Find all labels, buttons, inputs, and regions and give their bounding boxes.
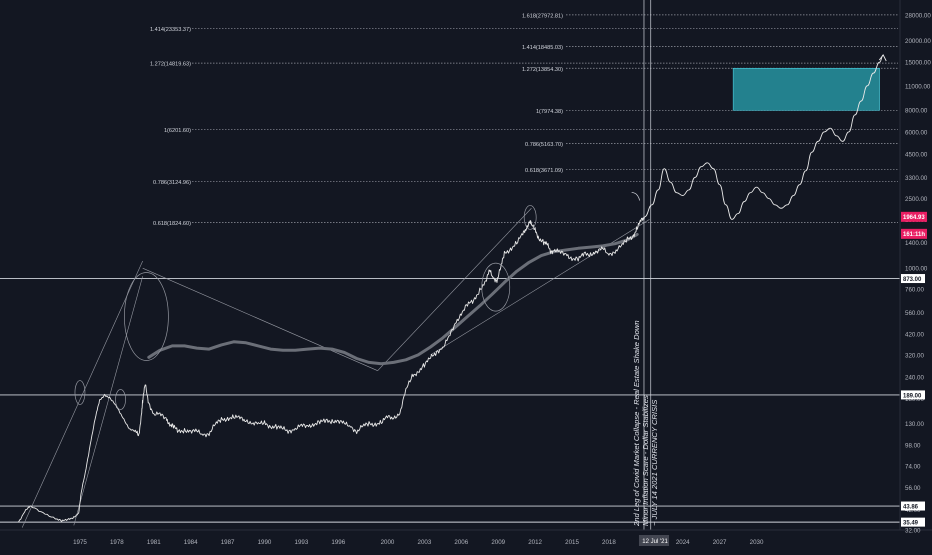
highlight-circle <box>74 380 86 405</box>
fib-level-label: 1(7974.38) <box>536 109 563 115</box>
price-badge-label: 1964.93 <box>903 215 925 221</box>
price-line <box>18 216 646 523</box>
trendline <box>377 208 532 371</box>
y-tick-label: 240.00 <box>905 374 924 381</box>
y-tick-label: 98.00 <box>905 442 921 449</box>
x-tick-label: 2003 <box>418 539 432 546</box>
y-tick-label: 2500.00 <box>905 196 928 203</box>
fib-level-label: 1(6201.60) <box>164 128 191 134</box>
support-badge <box>901 390 925 400</box>
support-badge <box>901 274 925 284</box>
highlight-circle <box>115 389 126 410</box>
x-tick-label: 1993 <box>295 539 309 546</box>
x-tick-label: 2000 <box>381 539 395 546</box>
y-tick-label: 3300.00 <box>905 175 928 182</box>
fib-level-label: 1.414(23353.37) <box>150 27 191 33</box>
x-tick-label: 2009 <box>491 539 505 546</box>
fib-level-label: 0.618(3671.09) <box>525 168 563 174</box>
fib-level-label: 0.786(5163.70) <box>525 142 563 148</box>
time-cursor-badge <box>641 535 670 546</box>
fib-level-label: 0.786(3124.96) <box>153 180 191 186</box>
y-tick-label: 180.00 <box>905 396 924 403</box>
x-tick-label: 2006 <box>454 539 468 546</box>
time-cursor-label: 12 Jul '21 <box>642 539 668 545</box>
support-badge-label: 43.86 <box>903 504 919 510</box>
trendline <box>430 219 650 356</box>
price-badge <box>901 211 927 222</box>
fib-level-label: 1.414(18485.03) <box>522 45 563 51</box>
target-box <box>732 67 880 111</box>
y-tick-label: 56.00 <box>905 485 921 492</box>
trendline <box>73 276 143 526</box>
y-tick-label: 20000.00 <box>905 38 931 45</box>
x-tick-label: 2030 <box>750 539 764 546</box>
annotation-text: ~ JULY 14 2021 CURRENCY CRISIS <box>650 400 659 526</box>
support-badge-label: 873.00 <box>903 277 922 283</box>
y-tick-label: 560.00 <box>905 310 924 317</box>
y-tick-label: 32.00 <box>905 528 921 535</box>
highlight-circle <box>523 205 537 230</box>
x-tick-label: 1981 <box>147 539 161 546</box>
annotation-text: 2nd Leg of Covid Market Collapse - Real … <box>632 320 641 527</box>
fib-level-label: 1.272(14819.63) <box>150 62 191 68</box>
highlight-circle <box>124 272 169 361</box>
y-tick-label: 8000.00 <box>905 108 928 115</box>
x-tick-label: 2027 <box>713 539 727 546</box>
y-tick-label: 4500.00 <box>905 151 928 158</box>
trendline <box>21 260 143 528</box>
annotation-text: Minor Inflation Scare - Dollar Stabilize… <box>641 395 650 526</box>
x-tick-label: 2012 <box>528 539 542 546</box>
y-tick-label: 6000.00 <box>905 129 928 136</box>
x-tick-label: 1987 <box>221 539 235 546</box>
y-tick-label: 320.00 <box>905 352 924 359</box>
y-tick-label: 1000.00 <box>905 266 928 273</box>
y-tick-label: 760.00 <box>905 287 924 294</box>
arrow-icon <box>631 192 641 201</box>
y-tick-label: 74.00 <box>905 464 921 471</box>
x-tick-label: 1990 <box>258 539 272 546</box>
x-tick-label: 1978 <box>110 539 124 546</box>
fib-level-label: 0.618(1824.60) <box>153 221 191 227</box>
highlight-circle <box>481 262 511 312</box>
x-tick-label: 1975 <box>73 539 87 546</box>
y-tick-label: 28000.00 <box>905 12 931 19</box>
x-tick-label: 2018 <box>602 539 616 546</box>
price-badge-label: 161:11h <box>903 232 925 238</box>
support-badge <box>901 501 925 511</box>
y-tick-label: 15000.00 <box>905 60 931 67</box>
fib-level-label: 1.618(27972.81) <box>522 13 563 19</box>
x-tick-label: 1984 <box>184 539 198 546</box>
x-tick-label: 2024 <box>676 539 690 546</box>
y-tick-label: 130.00 <box>905 421 924 428</box>
projection-line <box>644 54 884 220</box>
support-badge-label: 35.49 <box>903 521 919 527</box>
y-tick-label: 420.00 <box>905 332 924 339</box>
trendline <box>142 267 378 371</box>
x-tick-label: 2015 <box>565 539 579 546</box>
x-tick-label: 1996 <box>331 539 345 546</box>
fib-level-label: 1.272(13854.30) <box>522 67 563 73</box>
price-badge <box>901 228 927 239</box>
y-tick-label: 11000.00 <box>905 83 931 90</box>
support-badge <box>901 517 925 527</box>
y-tick-label: 1400.00 <box>905 240 928 247</box>
projection-arrow <box>878 54 887 62</box>
support-badge-label: 189.00 <box>903 393 922 399</box>
